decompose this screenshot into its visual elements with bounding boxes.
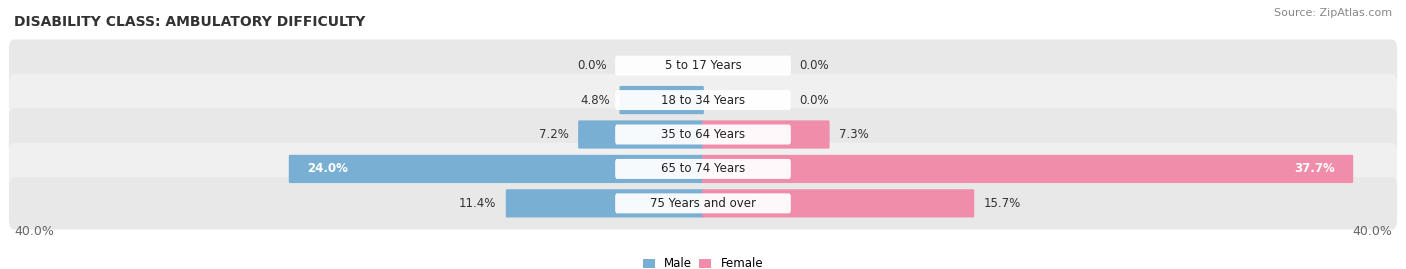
FancyBboxPatch shape [288,155,704,183]
Legend: Male, Female: Male, Female [638,253,768,269]
Text: 0.0%: 0.0% [800,59,830,72]
FancyBboxPatch shape [8,108,1398,161]
FancyBboxPatch shape [620,86,704,114]
Text: 7.2%: 7.2% [538,128,568,141]
Text: Source: ZipAtlas.com: Source: ZipAtlas.com [1274,8,1392,18]
FancyBboxPatch shape [8,40,1398,92]
Text: 75 Years and over: 75 Years and over [650,197,756,210]
FancyBboxPatch shape [8,143,1398,195]
Text: 15.7%: 15.7% [984,197,1021,210]
FancyBboxPatch shape [616,125,790,144]
FancyBboxPatch shape [702,155,1353,183]
FancyBboxPatch shape [8,74,1398,126]
Text: 18 to 34 Years: 18 to 34 Years [661,94,745,107]
FancyBboxPatch shape [578,121,704,148]
FancyBboxPatch shape [616,90,790,110]
FancyBboxPatch shape [702,121,830,148]
Text: DISABILITY CLASS: AMBULATORY DIFFICULTY: DISABILITY CLASS: AMBULATORY DIFFICULTY [14,16,366,30]
FancyBboxPatch shape [616,56,790,76]
Text: 37.7%: 37.7% [1295,162,1336,175]
Text: 0.0%: 0.0% [800,94,830,107]
FancyBboxPatch shape [506,189,704,217]
Text: 24.0%: 24.0% [307,162,347,175]
FancyBboxPatch shape [616,193,790,213]
Text: 35 to 64 Years: 35 to 64 Years [661,128,745,141]
Text: 40.0%: 40.0% [1353,225,1392,238]
FancyBboxPatch shape [702,189,974,217]
Text: 4.8%: 4.8% [581,94,610,107]
Text: 7.3%: 7.3% [839,128,869,141]
FancyBboxPatch shape [616,159,790,179]
Text: 40.0%: 40.0% [14,225,53,238]
Text: 65 to 74 Years: 65 to 74 Years [661,162,745,175]
FancyBboxPatch shape [8,177,1398,229]
Text: 5 to 17 Years: 5 to 17 Years [665,59,741,72]
Text: 0.0%: 0.0% [576,59,606,72]
Text: 11.4%: 11.4% [458,197,496,210]
